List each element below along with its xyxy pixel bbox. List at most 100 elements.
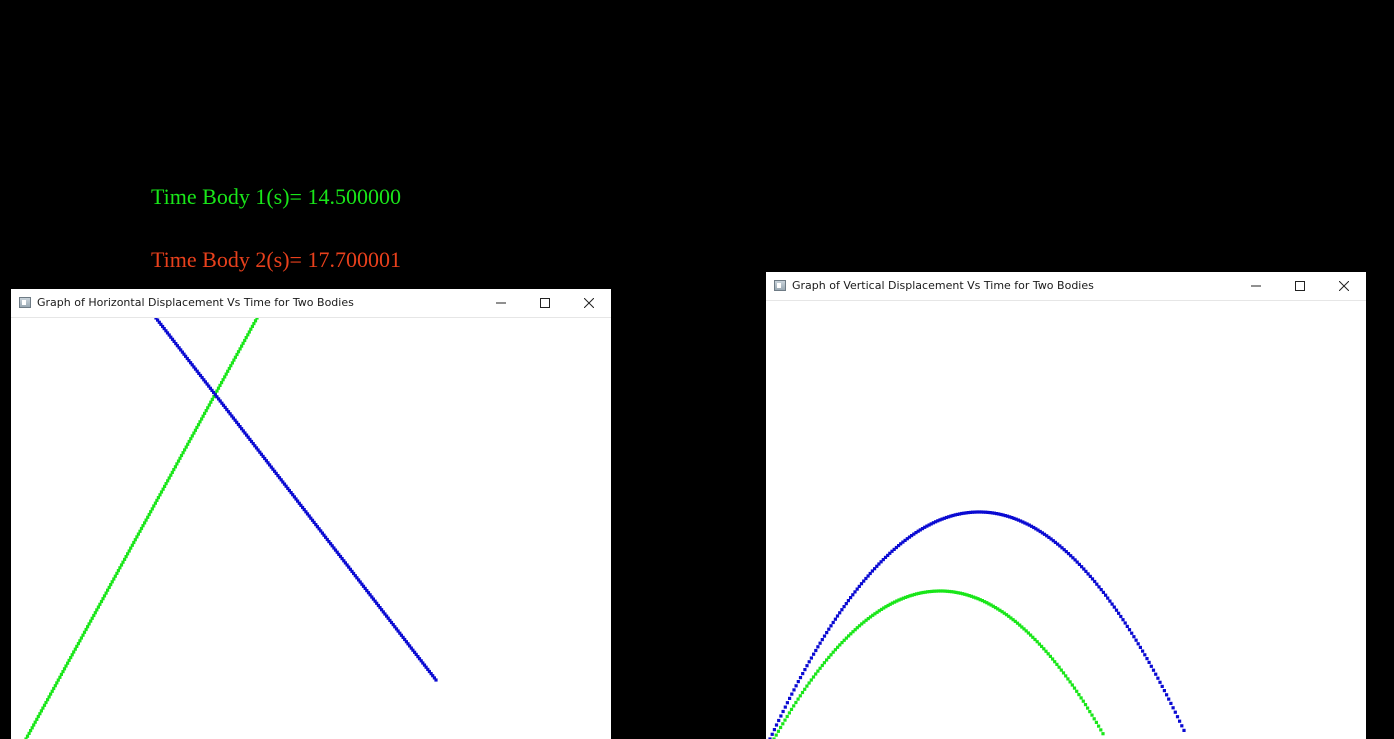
body1-horizontal-series-point	[247, 330, 251, 334]
body2-horizontal-series-point	[231, 416, 235, 420]
body2-vertical-series-point	[912, 532, 916, 536]
body1-horizontal-series-point	[226, 369, 230, 373]
body2-horizontal-series-point	[350, 569, 354, 573]
body2-vertical-series-point	[1104, 593, 1108, 597]
body1-horizontal-series-point	[135, 535, 139, 539]
minimize-button[interactable]	[479, 289, 523, 317]
body1-horizontal-series-point	[133, 538, 137, 542]
vertical-graph-window[interactable]: Graph of Vertical Displacement Vs Time f…	[766, 272, 1366, 739]
body1-vertical-series-point	[893, 600, 897, 604]
body2-vertical-series-point	[923, 525, 927, 529]
body2-horizontal-series-point	[218, 399, 222, 403]
body2-horizontal-series-point	[399, 633, 403, 637]
body1-horizontal-series-point	[186, 442, 190, 446]
body2-horizontal-series-point	[361, 584, 366, 588]
body2-vertical-series-point	[1023, 521, 1027, 525]
body2-vertical-series-point	[866, 574, 870, 578]
body2-horizontal-series-point	[385, 614, 389, 618]
body2-horizontal-series-point	[434, 678, 438, 682]
body2-horizontal-series-point	[312, 520, 316, 524]
body1-horizontal-series-point	[64, 664, 68, 668]
body2-vertical-series-point	[1173, 710, 1177, 714]
body2-horizontal-series-point	[192, 365, 196, 369]
app-window-icon	[774, 280, 786, 291]
body1-vertical-series-point	[1046, 652, 1050, 656]
body2-vertical-series-point	[1025, 522, 1029, 526]
body1-vertical-series-point	[886, 603, 890, 608]
body2-vertical-series-point	[1005, 514, 1010, 518]
body1-horizontal-series-point	[183, 448, 187, 452]
body2-horizontal-series-point	[212, 390, 216, 395]
body1-horizontal-series-point	[53, 684, 57, 688]
body2-horizontal-series-point	[378, 606, 382, 610]
body1-horizontal-series-point	[170, 470, 174, 474]
close-icon	[1339, 281, 1349, 291]
body2-vertical-series-point	[1117, 611, 1121, 615]
maximize-button[interactable]	[523, 289, 567, 317]
body2-vertical-series-point	[770, 732, 774, 736]
close-button[interactable]	[567, 289, 611, 317]
body2-vertical-series-point	[910, 534, 914, 538]
body1-vertical-series-point	[1037, 642, 1041, 646]
body1-vertical-series-point	[985, 601, 989, 605]
body1-vertical-series-point	[934, 589, 938, 593]
body2-vertical-series-point	[1158, 680, 1162, 684]
body1-horizontal-series-point	[193, 428, 197, 432]
body1-vertical-series-point	[1075, 689, 1079, 693]
body1-vertical-series-point	[851, 630, 855, 634]
body2-vertical-series-point	[1001, 513, 1005, 517]
body1-horizontal-series-point	[39, 709, 43, 713]
body1-vertical-series-point	[1035, 640, 1039, 644]
body2-vertical-series-point	[1047, 535, 1051, 539]
minimize-button[interactable]	[1234, 272, 1278, 300]
body1-horizontal-series-point	[227, 366, 231, 371]
body2-vertical-series-point	[1014, 517, 1018, 521]
body2-horizontal-series-point	[371, 597, 375, 601]
body2-vertical-series-point	[960, 511, 964, 516]
body2-horizontal-series-point	[355, 576, 359, 580]
body2-vertical-series-point	[796, 680, 800, 684]
body1-horizontal-series-point	[36, 714, 40, 719]
body1-horizontal-series-point	[203, 411, 207, 415]
body1-horizontal-series-point	[121, 560, 125, 564]
body2-horizontal-series-point	[360, 582, 364, 586]
body1-horizontal-series-point	[130, 543, 134, 547]
body2-horizontal-series-point	[184, 354, 188, 358]
body2-vertical-series-point	[851, 593, 855, 597]
body1-vertical-series-point	[1026, 631, 1030, 635]
body1-vertical-series-point	[895, 599, 899, 603]
body2-vertical-series-point	[977, 510, 981, 514]
body2-vertical-series-point	[944, 515, 949, 520]
maximize-button[interactable]	[1278, 272, 1322, 300]
vertical-graph-titlebar[interactable]: Graph of Vertical Displacement Vs Time f…	[766, 272, 1366, 301]
body2-vertical-series-point	[822, 634, 827, 638]
body2-vertical-series-point	[1167, 697, 1171, 701]
body2-horizontal-series-point	[332, 546, 336, 550]
body1-horizontal-series-point	[229, 364, 233, 368]
body2-vertical-series-point	[792, 688, 796, 692]
body1-horizontal-series-point	[246, 333, 250, 337]
body2-vertical-series-point	[1095, 582, 1099, 586]
body1-vertical-series-point	[932, 589, 936, 593]
body1-horizontal-series-point	[144, 518, 148, 522]
body2-horizontal-series-point	[246, 435, 250, 439]
body2-horizontal-series-point	[164, 329, 168, 333]
body2-vertical-series-point	[901, 540, 905, 544]
body2-vertical-series-point	[1165, 693, 1169, 697]
horizontal-graph-window[interactable]: Graph of Horizontal Displacement Vs Time…	[11, 289, 611, 739]
body1-vertical-series-point	[1053, 660, 1057, 664]
body1-vertical-series-point	[928, 590, 932, 594]
body1-horizontal-series-point	[89, 619, 93, 623]
body1-vertical-series-point	[1081, 699, 1085, 703]
body1-vertical-series-point	[1072, 686, 1077, 690]
body1-horizontal-series-point	[141, 524, 145, 528]
horizontal-graph-titlebar[interactable]: Graph of Horizontal Displacement Vs Time…	[11, 289, 611, 318]
body2-horizontal-series-point	[401, 635, 405, 639]
body2-horizontal-series-point	[291, 493, 295, 497]
close-button[interactable]	[1322, 272, 1366, 300]
body2-horizontal-series-point	[220, 401, 224, 405]
body2-vertical-series-point	[1145, 657, 1149, 661]
body1-horizontal-series-point	[153, 501, 157, 505]
body2-vertical-series-point	[833, 617, 837, 621]
body2-horizontal-series-point	[398, 631, 402, 635]
